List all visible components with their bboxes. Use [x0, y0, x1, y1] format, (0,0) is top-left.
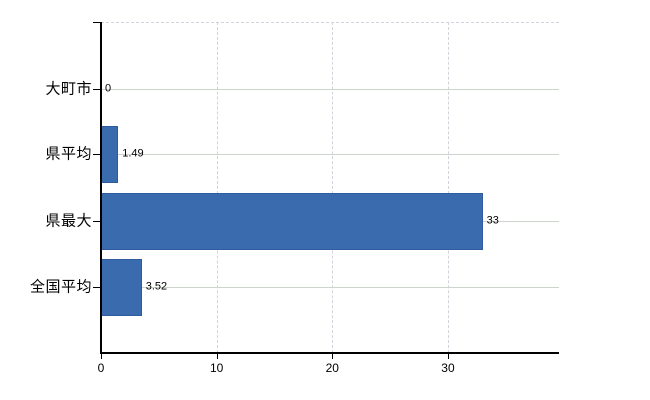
bar-value-label: 1.49 — [122, 147, 144, 160]
category-label: 県平均 — [45, 145, 92, 163]
category-label: 大町市 — [45, 80, 92, 98]
bar — [101, 258, 142, 316]
y-tick — [93, 287, 101, 288]
x-tick — [332, 354, 334, 359]
y-axis — [100, 22, 102, 354]
x-tick-label: 0 — [97, 361, 105, 375]
bar-value-label: 3.52 — [145, 280, 168, 293]
category-label: 県最大 — [45, 212, 92, 230]
bar-value-label: 33 — [486, 214, 499, 227]
category-label: 全国平均 — [29, 278, 92, 296]
plot-top-border — [101, 22, 559, 23]
v-gridline — [332, 22, 334, 353]
h-gridline — [101, 154, 559, 155]
x-tick — [101, 354, 102, 359]
x-tick-label: 10 — [209, 361, 224, 375]
y-tick — [93, 22, 101, 23]
y-tick — [93, 154, 101, 155]
v-gridline — [447, 22, 449, 353]
x-tick — [216, 354, 218, 359]
x-axis — [100, 352, 559, 354]
x-tick — [447, 354, 449, 359]
plot-area — [101, 22, 559, 353]
x-tick-label: 20 — [325, 361, 339, 375]
v-gridline — [216, 22, 218, 353]
y-tick — [93, 89, 101, 90]
bar — [101, 192, 483, 250]
bar-value-label: 0 — [105, 82, 112, 95]
y-tick — [93, 221, 101, 222]
x-tick-label: 30 — [441, 361, 455, 375]
h-gridline — [101, 287, 559, 288]
h-gridline — [101, 89, 559, 90]
bar — [101, 125, 119, 183]
